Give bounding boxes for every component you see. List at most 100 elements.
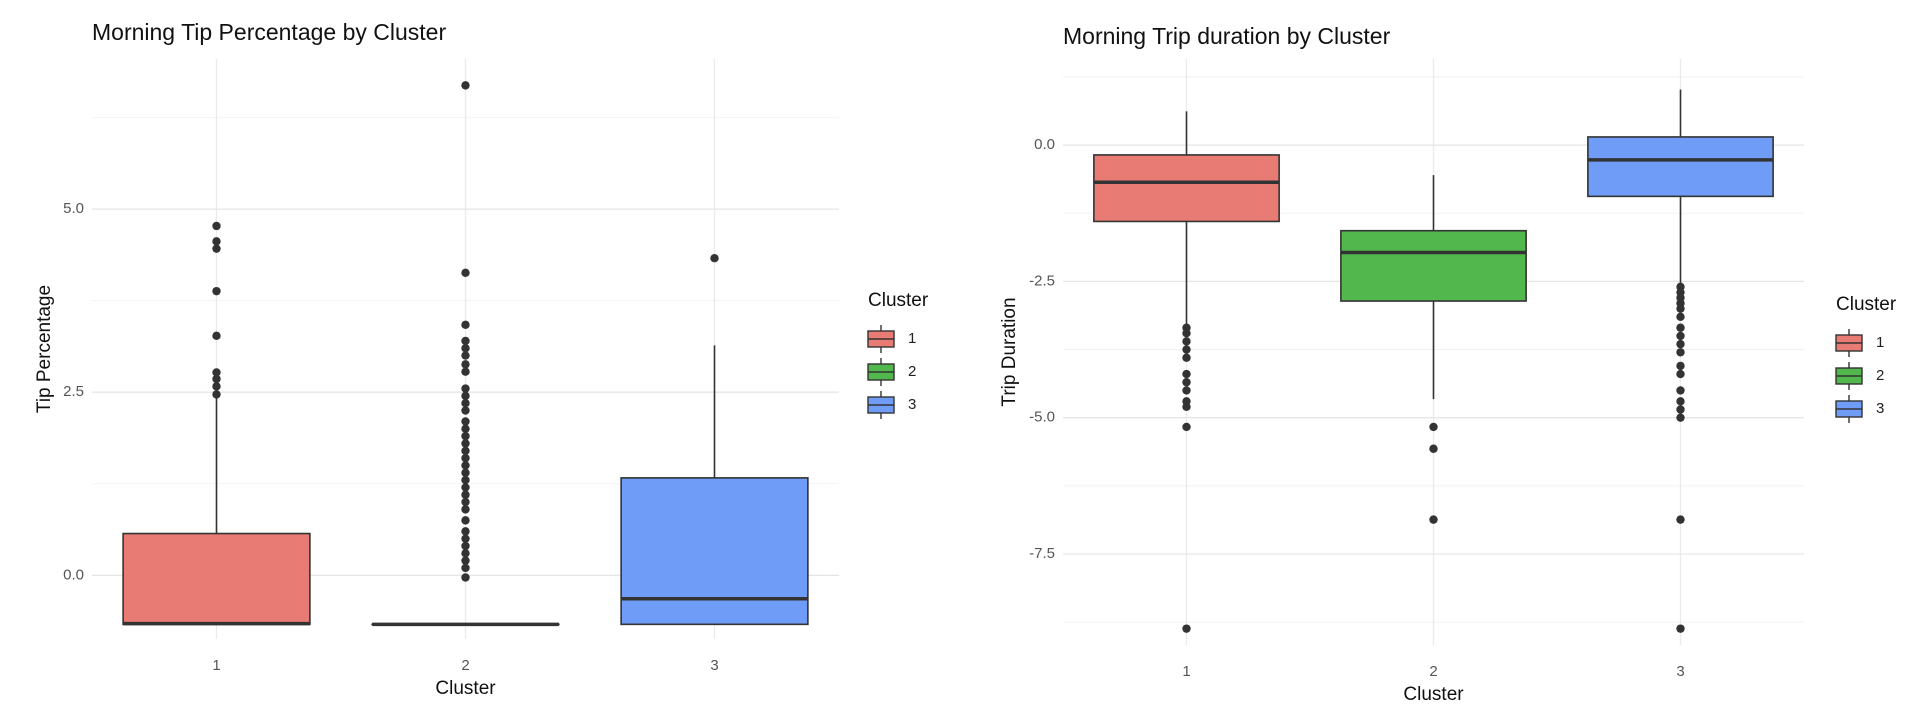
x-tick-label: 2 bbox=[1429, 663, 1437, 680]
outlier bbox=[461, 534, 470, 543]
legend-label: 1 bbox=[908, 330, 916, 347]
outlier bbox=[1676, 397, 1685, 406]
outlier bbox=[1676, 386, 1685, 395]
legend-label: 3 bbox=[1876, 400, 1884, 417]
y-axis-title: Tip Percentage bbox=[34, 285, 55, 413]
outlier bbox=[461, 556, 470, 565]
y-tick-label: 5.0 bbox=[63, 200, 84, 217]
outlier bbox=[710, 253, 719, 263]
legend-label: 1 bbox=[1876, 334, 1884, 351]
outlier bbox=[1182, 337, 1191, 346]
outlier bbox=[461, 336, 470, 346]
outlier bbox=[1676, 413, 1685, 422]
outlier bbox=[1182, 386, 1191, 395]
outlier bbox=[212, 374, 221, 384]
y-tick-label: -5.0 bbox=[1029, 409, 1055, 426]
x-tick-label: 3 bbox=[1676, 663, 1684, 680]
outlier bbox=[461, 497, 470, 507]
chart-title: Morning Tip Percentage by Cluster bbox=[92, 19, 446, 45]
outlier bbox=[461, 398, 470, 408]
box bbox=[1340, 229, 1527, 302]
outlier bbox=[461, 417, 470, 426]
outlier bbox=[461, 424, 470, 434]
outlier bbox=[1182, 369, 1191, 379]
outlier bbox=[1676, 515, 1685, 524]
outlier bbox=[461, 573, 470, 582]
outlier bbox=[461, 549, 470, 558]
outlier bbox=[212, 390, 221, 399]
outlier bbox=[461, 431, 470, 441]
x-tick-label: 3 bbox=[710, 657, 718, 674]
outlier bbox=[1676, 331, 1685, 341]
outlier bbox=[1676, 348, 1685, 357]
outlier bbox=[212, 286, 221, 296]
legend-title: Cluster bbox=[868, 290, 929, 311]
legend-label: 3 bbox=[908, 396, 916, 413]
outlier bbox=[461, 505, 470, 514]
outlier bbox=[461, 516, 470, 525]
box bbox=[1093, 154, 1280, 223]
outlier bbox=[461, 439, 470, 448]
y-tick-label: -7.5 bbox=[1029, 545, 1055, 562]
outlier bbox=[1676, 361, 1685, 371]
outlier bbox=[212, 382, 221, 391]
outlier bbox=[461, 475, 470, 485]
x-tick-label: 1 bbox=[1182, 663, 1190, 680]
box bbox=[122, 532, 311, 626]
box bbox=[1587, 136, 1774, 198]
outlier bbox=[1182, 328, 1191, 338]
x-axis-title: Cluster bbox=[435, 678, 496, 699]
outlier bbox=[212, 244, 221, 253]
outlier bbox=[1676, 304, 1685, 313]
outlier bbox=[1676, 624, 1685, 633]
outlier bbox=[1676, 312, 1685, 322]
outlier bbox=[461, 490, 470, 499]
outlier bbox=[1429, 515, 1438, 524]
outlier bbox=[1676, 339, 1685, 349]
x-tick-label: 1 bbox=[212, 657, 220, 674]
outlier bbox=[461, 344, 470, 353]
outlier bbox=[1182, 378, 1191, 387]
outlier bbox=[461, 453, 470, 463]
outlier bbox=[1182, 422, 1191, 432]
outlier bbox=[461, 406, 470, 415]
chart-title: Morning Trip duration by Cluster bbox=[1063, 23, 1391, 49]
outlier bbox=[1429, 444, 1438, 453]
legend-title: Cluster bbox=[1836, 294, 1897, 315]
outlier bbox=[461, 563, 470, 573]
outlier bbox=[461, 446, 470, 455]
outlier bbox=[461, 384, 470, 393]
outlier bbox=[212, 368, 221, 377]
outlier bbox=[1182, 624, 1191, 633]
legend-label: 2 bbox=[908, 363, 916, 380]
outlier bbox=[212, 331, 221, 341]
outlier bbox=[1676, 405, 1685, 414]
outlier bbox=[1182, 345, 1191, 354]
outlier bbox=[461, 81, 470, 90]
outlier bbox=[1182, 353, 1191, 362]
y-axis-title: Trip Duration bbox=[999, 297, 1020, 406]
outlier bbox=[461, 483, 470, 492]
outlier bbox=[461, 367, 470, 376]
outlier bbox=[1676, 369, 1685, 379]
y-tick-label: 0.0 bbox=[63, 566, 84, 583]
outlier bbox=[212, 221, 221, 231]
box bbox=[620, 477, 809, 626]
outlier bbox=[461, 360, 470, 369]
outlier bbox=[1429, 422, 1438, 432]
y-tick-label: 0.0 bbox=[1034, 136, 1055, 153]
outlier bbox=[461, 541, 470, 551]
x-axis-title: Cluster bbox=[1403, 684, 1464, 705]
outlier bbox=[461, 391, 470, 401]
outlier bbox=[212, 237, 221, 246]
legend-label: 2 bbox=[1876, 367, 1884, 384]
outlier bbox=[461, 468, 470, 477]
outlier bbox=[461, 527, 470, 536]
outlier bbox=[461, 351, 470, 360]
outlier bbox=[461, 320, 470, 330]
outlier bbox=[461, 268, 470, 278]
outlier bbox=[1676, 323, 1685, 332]
outlier bbox=[461, 461, 470, 470]
x-tick-label: 2 bbox=[461, 657, 469, 674]
